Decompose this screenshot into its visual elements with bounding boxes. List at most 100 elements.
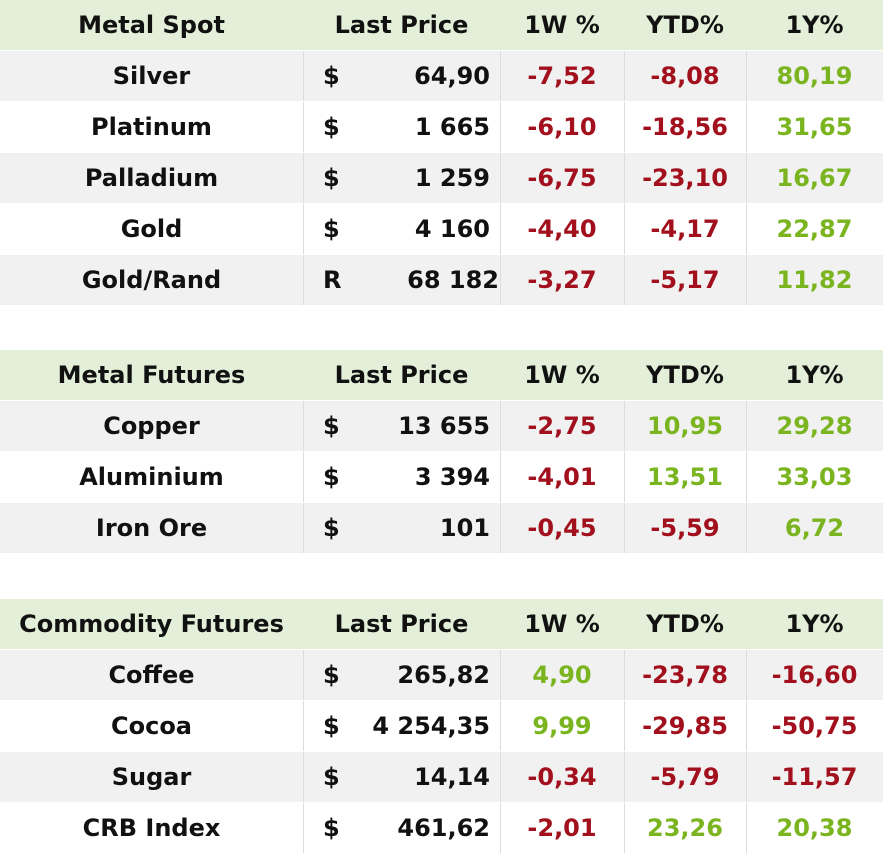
change-ytd: -29,85 xyxy=(624,701,747,751)
table-row: Aluminium $3 394 -4,01 13,51 33,03 xyxy=(0,452,883,503)
table-row: Platinum $1 665 -6,10 -18,56 31,65 xyxy=(0,102,883,153)
change-1w: 9,99 xyxy=(500,701,625,751)
table-0: Metal Spot Last Price 1W % YTD% 1Y% Silver $64… xyxy=(0,0,883,306)
currency-symbol: $ xyxy=(323,763,340,791)
change-1y: 6,72 xyxy=(784,514,845,542)
table-row: Cocoa $4 254,35 9,99 -29,85 -50,75 xyxy=(0,701,883,752)
header-last-price: Last Price xyxy=(334,361,469,389)
header-last-price: Last Price xyxy=(334,610,469,638)
price-cell xyxy=(303,452,501,502)
header-1y: 1Y% xyxy=(785,11,844,39)
last-price-value: 1 259 xyxy=(414,164,490,192)
change-ytd: -5,59 xyxy=(624,503,747,553)
change-1w: -6,75 xyxy=(500,153,625,203)
table-1: Metal Futures Last Price 1W % YTD% 1Y% Copper… xyxy=(0,350,883,554)
header-ytd: YTD% xyxy=(646,361,724,389)
row-name: Gold/Rand xyxy=(0,255,304,305)
last-price-value: 265,82 xyxy=(397,661,490,689)
table-row: Gold $4 160 -4,40 -4,17 22,87 xyxy=(0,204,883,255)
last-price-value: 64,90 xyxy=(414,62,490,90)
table-row: Silver $64,90 -7,52 -8,08 80,19 xyxy=(0,51,883,102)
change-1w: -2,75 xyxy=(500,401,625,451)
change-1y: 31,65 xyxy=(776,113,853,141)
change-ytd: -4,17 xyxy=(624,204,747,254)
row-name: Gold xyxy=(0,204,304,254)
last-price-value: 14,14 xyxy=(414,763,490,791)
header-1y: 1Y% xyxy=(785,610,844,638)
last-price-value: 4 160 xyxy=(414,215,490,243)
row-name: Palladium xyxy=(0,153,304,203)
price-cell xyxy=(303,752,501,802)
change-1w: -6,10 xyxy=(500,102,625,152)
change-ytd: -23,10 xyxy=(624,153,747,203)
row-name: Aluminium xyxy=(0,452,304,502)
change-1w: -7,52 xyxy=(500,51,625,101)
price-cell xyxy=(303,503,501,553)
change-1w: -0,34 xyxy=(500,752,625,802)
price-cell xyxy=(303,401,501,451)
last-price-value: 101 xyxy=(439,514,490,542)
currency-symbol: $ xyxy=(323,661,340,689)
last-price-value: 461,62 xyxy=(397,814,490,842)
table-row: Sugar $14,14 -0,34 -5,79 -11,57 xyxy=(0,752,883,803)
change-ytd: -5,17 xyxy=(624,255,747,305)
change-1w: -4,01 xyxy=(500,452,625,502)
currency-symbol: $ xyxy=(323,712,340,740)
header-1y: 1Y% xyxy=(785,361,844,389)
change-1w: -0,45 xyxy=(500,503,625,553)
header-1w: 1W % xyxy=(524,361,600,389)
price-cell xyxy=(303,701,501,751)
table-header-row: Metal Futures Last Price 1W % YTD% 1Y% xyxy=(0,350,883,401)
change-ytd: -8,08 xyxy=(624,51,747,101)
last-price-value: 13 655 xyxy=(398,412,490,440)
header-ytd: YTD% xyxy=(646,610,724,638)
row-name: CRB Index xyxy=(0,803,304,853)
table-header-row: Commodity Futures Last Price 1W % YTD% 1Y% xyxy=(0,599,883,650)
currency-symbol: $ xyxy=(323,164,340,192)
last-price-value: 3 394 xyxy=(414,463,490,491)
change-1y: 11,82 xyxy=(776,266,853,294)
currency-symbol: $ xyxy=(323,514,340,542)
change-1y: 80,19 xyxy=(776,62,853,90)
currency-symbol: $ xyxy=(323,215,340,243)
change-1y: 22,87 xyxy=(776,215,853,243)
header-last-price: Last Price xyxy=(334,11,469,39)
currency-symbol: $ xyxy=(323,814,340,842)
change-ytd: 10,95 xyxy=(624,401,747,451)
row-name: Silver xyxy=(0,51,304,101)
header-1w: 1W % xyxy=(524,610,600,638)
change-1y: -16,60 xyxy=(771,661,858,689)
currency-symbol: R xyxy=(323,266,342,294)
change-1w: -3,27 xyxy=(500,255,625,305)
table-row: Palladium $1 259 -6,75 -23,10 16,67 xyxy=(0,153,883,204)
currency-symbol: $ xyxy=(323,113,340,141)
table-title: Metal Futures xyxy=(57,361,246,389)
price-cell xyxy=(303,803,501,853)
price-cell xyxy=(303,102,501,152)
row-name: Cocoa xyxy=(0,701,304,751)
change-ytd: -5,79 xyxy=(624,752,747,802)
row-name: Iron Ore xyxy=(0,503,304,553)
row-name: Coffee xyxy=(0,650,304,700)
change-1w: -2,01 xyxy=(500,803,625,853)
currency-symbol: $ xyxy=(323,62,340,90)
header-1w: 1W % xyxy=(524,11,600,39)
price-cell xyxy=(303,650,501,700)
last-price-value: 68 182 xyxy=(407,266,499,294)
change-1y: 29,28 xyxy=(776,412,853,440)
price-cell xyxy=(303,255,501,305)
change-ytd: -23,78 xyxy=(624,650,747,700)
currency-symbol: $ xyxy=(323,412,340,440)
change-ytd: 13,51 xyxy=(624,452,747,502)
last-price-value: 1 665 xyxy=(414,113,490,141)
price-cell xyxy=(303,153,501,203)
table-title: Commodity Futures xyxy=(19,610,284,638)
change-1w: -4,40 xyxy=(500,204,625,254)
change-1y: 33,03 xyxy=(776,463,853,491)
row-name: Copper xyxy=(0,401,304,451)
table-header-row: Metal Spot Last Price 1W % YTD% 1Y% xyxy=(0,0,883,51)
table-row: Iron Ore $101 -0,45 -5,59 6,72 xyxy=(0,503,883,554)
row-name: Sugar xyxy=(0,752,304,802)
change-ytd: 23,26 xyxy=(624,803,747,853)
table-row: Coffee $265,82 4,90 -23,78 -16,60 xyxy=(0,650,883,701)
